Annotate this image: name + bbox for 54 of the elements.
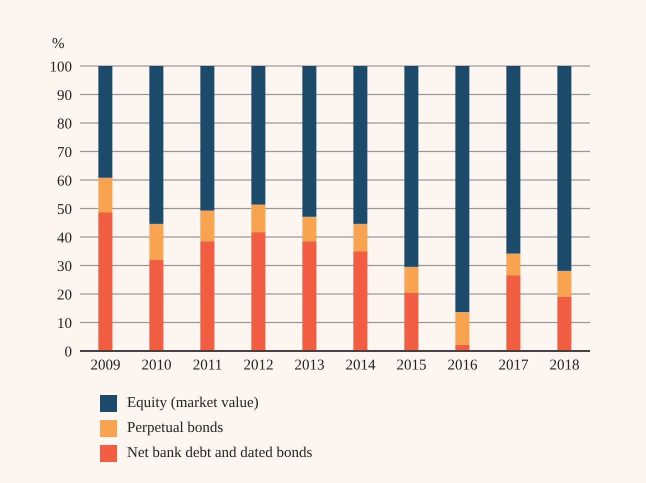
bar <box>98 66 112 178</box>
bar <box>455 66 470 312</box>
x-tick-label: 2017 <box>498 358 529 374</box>
y-tick-label: 20 <box>57 287 72 304</box>
legend-label: Equity (market value) <box>127 395 259 412</box>
bar <box>404 266 418 293</box>
bar <box>557 270 572 297</box>
bar <box>455 312 470 345</box>
bar <box>353 224 368 252</box>
y-axis-title: % <box>52 36 64 53</box>
bar <box>200 66 214 210</box>
legend-label: Net bank debt and dated bonds <box>127 445 312 462</box>
bar <box>557 66 572 271</box>
bar <box>506 254 520 276</box>
bar <box>251 232 266 351</box>
bar <box>200 241 214 351</box>
bar <box>200 210 214 242</box>
bar <box>302 66 316 217</box>
y-tick-label: 100 <box>50 59 72 76</box>
legend-label: Perpetual bonds <box>127 420 224 437</box>
bar <box>302 216 316 242</box>
y-tick-label: 60 <box>57 173 72 190</box>
bar <box>506 66 520 254</box>
x-tick-label: 2012 <box>244 358 274 374</box>
x-tick-label: 2018 <box>550 358 580 374</box>
bar <box>557 296 572 351</box>
bar <box>506 275 520 351</box>
bar <box>353 252 368 351</box>
y-tick-label: 50 <box>57 202 72 218</box>
x-tick-label: 2011 <box>192 358 222 374</box>
y-tick-label: 80 <box>57 116 72 132</box>
x-tick-label: 2010 <box>142 358 172 374</box>
y-tick-label: 90 <box>57 88 72 104</box>
bar <box>98 178 112 212</box>
y-tick-label: 70 <box>57 144 72 161</box>
x-tick-label: 2009 <box>90 358 120 374</box>
bar <box>251 204 266 232</box>
x-tick-label: 2016 <box>448 358 478 374</box>
y-tick-label: 0 <box>64 344 72 360</box>
bar <box>353 66 368 224</box>
bar <box>149 224 164 260</box>
y-tick-label: 10 <box>57 316 72 332</box>
x-tick-label: 2015 <box>396 358 426 374</box>
x-tick-label: 2014 <box>346 358 376 374</box>
bar <box>149 66 164 224</box>
y-tick-label: 30 <box>57 258 72 275</box>
bar <box>149 260 164 351</box>
x-tick-label: 2013 <box>294 358 324 374</box>
bar <box>404 292 418 351</box>
bar <box>404 66 418 267</box>
bar <box>98 212 112 351</box>
bar <box>302 241 316 351</box>
bar <box>251 66 266 205</box>
y-tick-label: 40 <box>57 230 72 246</box>
